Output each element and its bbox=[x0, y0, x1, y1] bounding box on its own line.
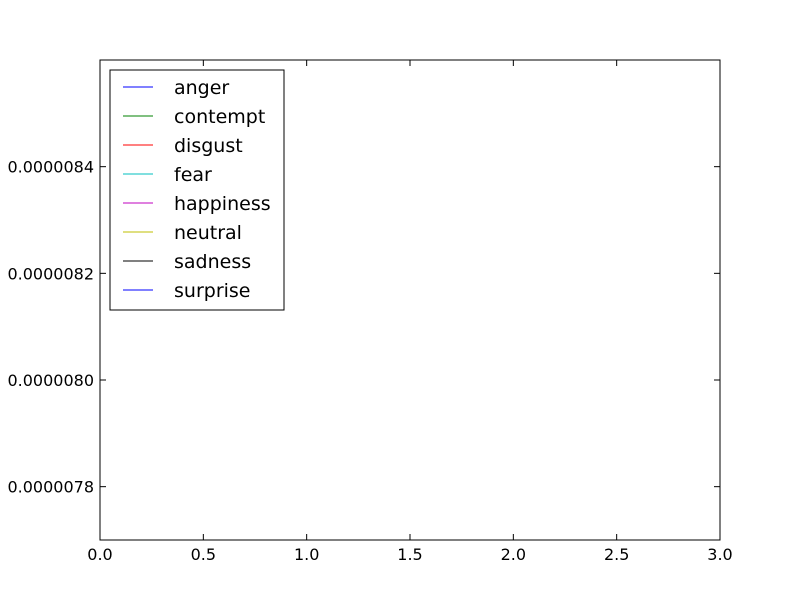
legend-label-fear: fear bbox=[174, 164, 212, 186]
x-tick-label: 2.5 bbox=[604, 545, 629, 564]
legend-label-happiness: happiness bbox=[174, 193, 271, 215]
y-tick-label: 0.0000084 bbox=[7, 158, 94, 177]
x-tick-label: 0.0 bbox=[87, 545, 112, 564]
legend-label-contempt: contempt bbox=[174, 106, 265, 128]
legend-label-anger: anger bbox=[174, 77, 229, 99]
legend-label-sadness: sadness bbox=[174, 251, 251, 273]
legend-label-neutral: neutral bbox=[174, 222, 242, 244]
x-tick-label: 1.0 bbox=[294, 545, 319, 564]
y-tick-label: 0.0000078 bbox=[7, 478, 94, 497]
legend: anger contempt disgust fear happiness neutral… bbox=[109, 69, 285, 311]
x-tick-label: 3.0 bbox=[707, 545, 732, 564]
legend-box bbox=[109, 69, 285, 311]
legend-label-disgust: disgust bbox=[174, 135, 243, 157]
x-tick-label: 1.5 bbox=[397, 545, 422, 564]
y-tick-label: 0.0000082 bbox=[7, 264, 94, 283]
x-tick-label: 2.0 bbox=[501, 545, 526, 564]
y-axis: 0.0000078 0.0000080 0.0000082 0.0000084 bbox=[7, 158, 720, 497]
legend-label-surprise: surprise bbox=[174, 280, 251, 302]
y-tick-label: 0.0000080 bbox=[7, 371, 94, 390]
x-axis: 0.0 0.5 1.0 1.5 2.0 2.5 3.0 bbox=[87, 60, 733, 564]
x-tick-label: 0.5 bbox=[191, 545, 216, 564]
